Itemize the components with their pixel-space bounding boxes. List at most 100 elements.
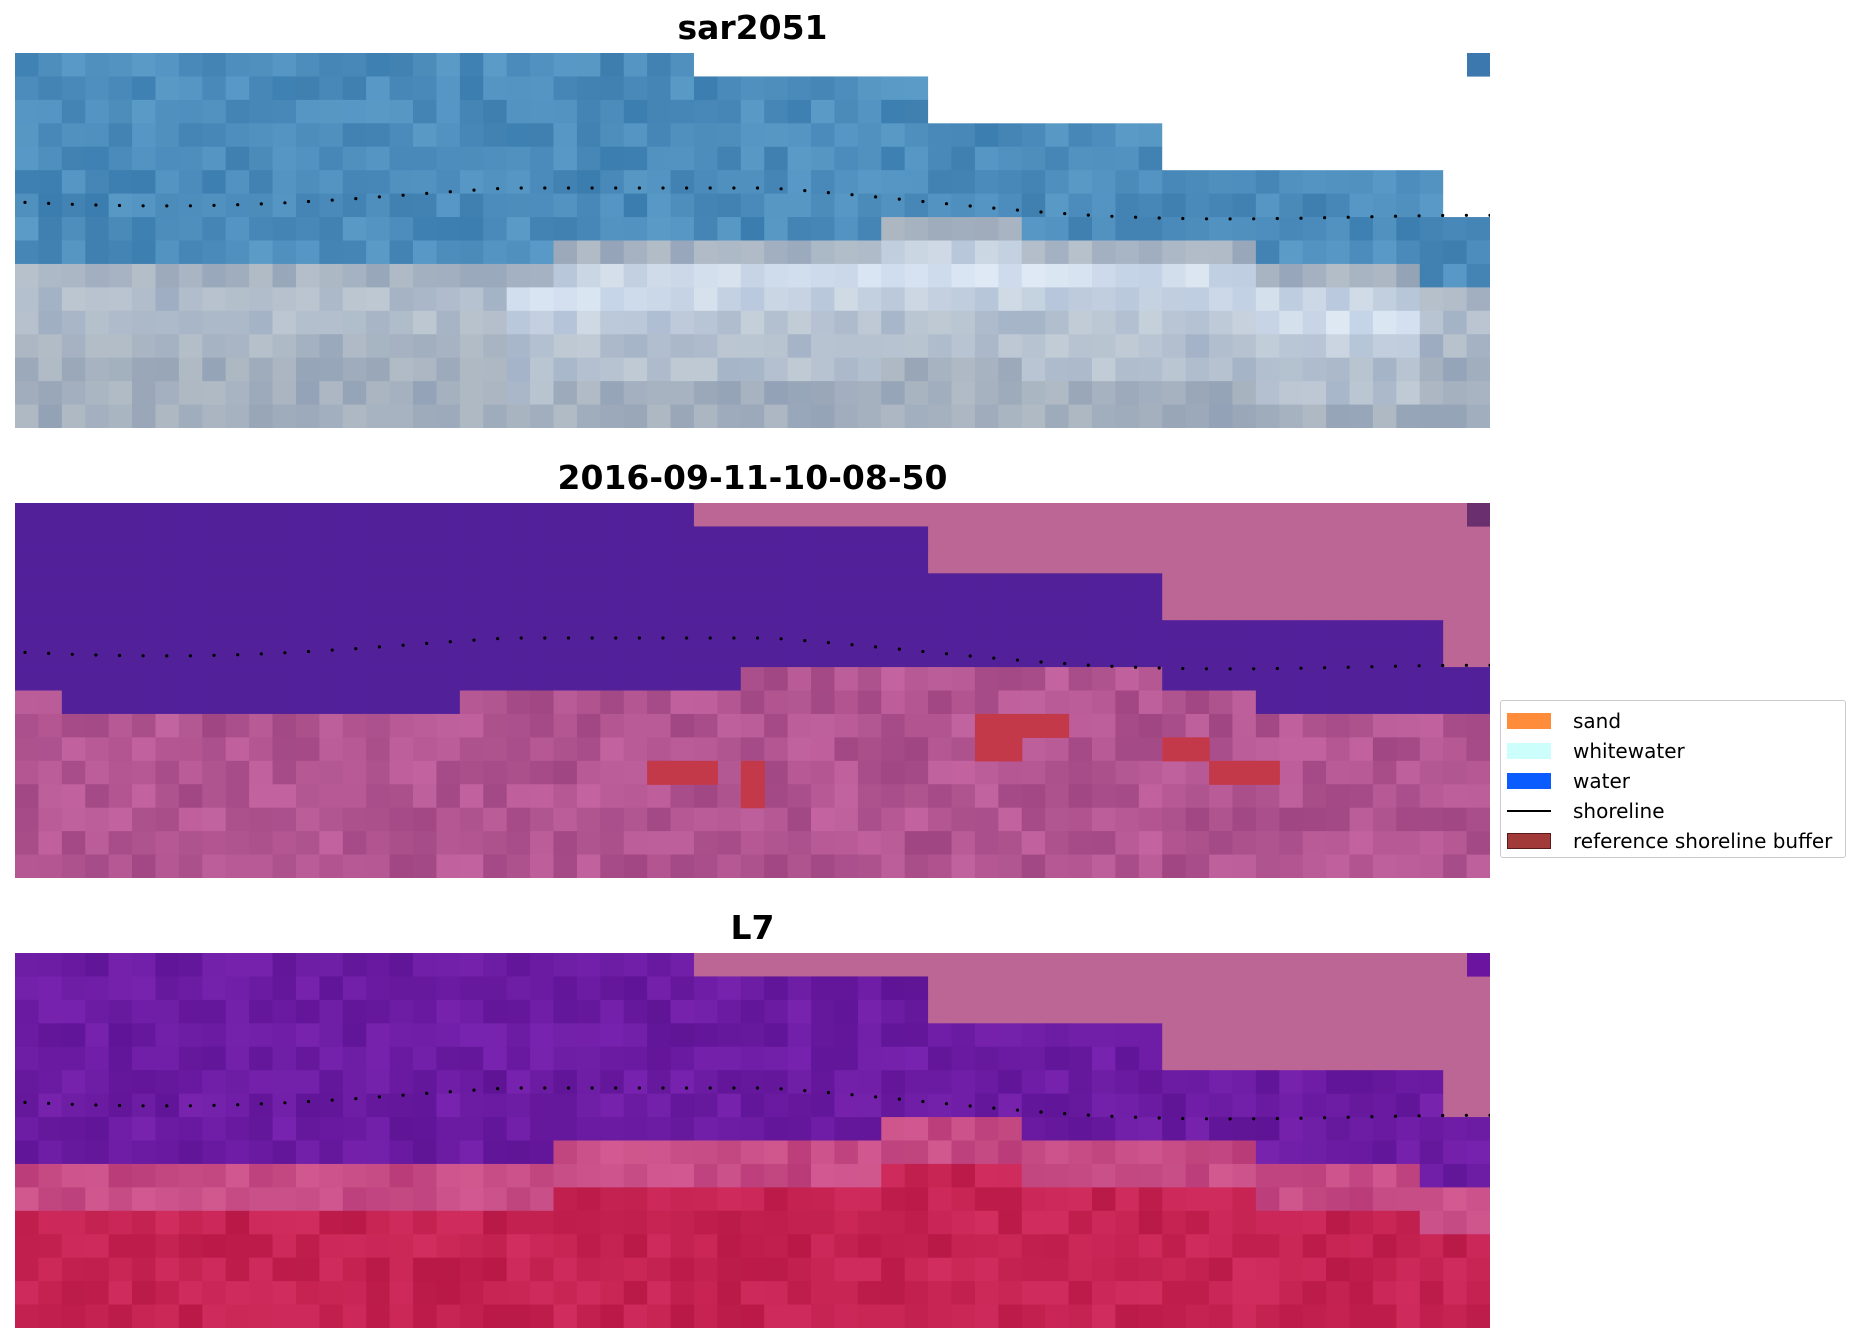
image-pixel [483, 404, 508, 428]
class-pixel [881, 690, 906, 715]
class-pixel [693, 549, 718, 574]
image-pixel [225, 310, 250, 335]
image-pixel [483, 53, 508, 78]
shoreline-point [496, 637, 500, 641]
shoreline-point [637, 1086, 642, 1090]
image-pixel [811, 404, 836, 428]
image-pixel [1372, 123, 1397, 148]
index-pixel [132, 1281, 157, 1306]
class-pixel [1279, 573, 1304, 598]
class-pixel [413, 549, 438, 574]
index-pixel [600, 1304, 625, 1328]
image-pixel [1209, 357, 1234, 382]
class-pixel [647, 667, 672, 692]
class-pixel [1326, 690, 1351, 715]
class-pixel [366, 854, 391, 878]
image-pixel [928, 357, 953, 382]
image-pixel [1045, 217, 1070, 242]
image-pixel [1162, 146, 1187, 171]
index-pixel [249, 1187, 274, 1212]
image-pixel [249, 146, 274, 171]
index-pixel [1232, 1304, 1257, 1328]
image-pixel [1372, 404, 1397, 428]
index-pixel [951, 1117, 976, 1142]
index-pixel [389, 1070, 414, 1095]
image-pixel [1466, 193, 1490, 218]
class-pixel [1232, 784, 1257, 809]
image-pixel [1115, 310, 1140, 335]
class-pixel [1419, 573, 1444, 598]
index-pixel [623, 1234, 648, 1259]
index-pixel [1232, 1023, 1257, 1048]
index-pixel [834, 1163, 859, 1188]
class-pixel [904, 784, 929, 809]
index-pixel [1419, 1070, 1444, 1095]
shoreline-point [1323, 216, 1327, 220]
image-pixel [202, 53, 227, 78]
class-pixel [576, 760, 601, 785]
class-pixel [1255, 596, 1280, 621]
index-pixel [61, 1093, 86, 1118]
class-pixel [1302, 573, 1327, 598]
image-pixel [413, 99, 438, 124]
index-pixel [61, 953, 86, 978]
class-pixel [998, 807, 1023, 832]
image-pixel [225, 287, 250, 312]
class-pixel [1021, 503, 1046, 528]
index-pixel [764, 1117, 789, 1142]
class-pixel [647, 620, 672, 645]
index-pixel [1021, 1046, 1046, 1071]
class-pixel [459, 831, 484, 856]
image-pixel [951, 263, 976, 288]
index-pixel [530, 1070, 555, 1095]
index-pixel [1326, 1210, 1351, 1235]
class-pixel [342, 760, 367, 785]
class-pixel [1419, 503, 1444, 528]
buffer-swatch [1507, 833, 1551, 849]
index-pixel [1045, 1304, 1070, 1328]
index-pixel [576, 1046, 601, 1071]
class-pixel [693, 737, 718, 762]
index-pixel [1349, 1210, 1374, 1235]
class-pixel [974, 573, 999, 598]
class-pixel [38, 503, 63, 528]
index-pixel [1443, 1023, 1468, 1048]
class-pixel [1466, 831, 1490, 856]
class-pixel [225, 620, 250, 645]
shoreline-point [944, 652, 949, 656]
index-pixel [717, 999, 742, 1024]
index-pixel [506, 976, 531, 1001]
index-pixel [553, 1304, 578, 1328]
class-pixel [974, 549, 999, 574]
image-pixel [576, 193, 601, 218]
index-pixel [857, 1093, 882, 1118]
class-pixel [647, 643, 672, 668]
image-pixel [1326, 193, 1351, 218]
index-pixel [1091, 1210, 1116, 1235]
class-pixel [553, 596, 578, 621]
image-pixel [576, 357, 601, 382]
class-pixel [764, 831, 789, 856]
index-pixel [764, 1046, 789, 1071]
index-pixel [38, 953, 63, 978]
index-pixel [928, 1140, 953, 1165]
class-pixel [1091, 596, 1116, 621]
class-pixel [61, 713, 86, 738]
image-pixel [834, 193, 859, 218]
image-pixel [717, 240, 742, 265]
index-pixel [1466, 1117, 1490, 1142]
image-pixel [974, 263, 999, 288]
image-pixel [459, 404, 484, 428]
image-pixel [413, 146, 438, 171]
image-pixel [1209, 146, 1234, 171]
image-pixel [178, 217, 203, 242]
shoreline-point [1464, 213, 1468, 217]
image-pixel [881, 287, 906, 312]
class-pixel [1232, 713, 1257, 738]
shoreline-point [1157, 1116, 1161, 1120]
index-pixel [1209, 1234, 1234, 1259]
class-pixel [1185, 807, 1210, 832]
image-pixel [178, 123, 203, 148]
class-pixel [178, 596, 203, 621]
class-pixel [530, 854, 555, 878]
